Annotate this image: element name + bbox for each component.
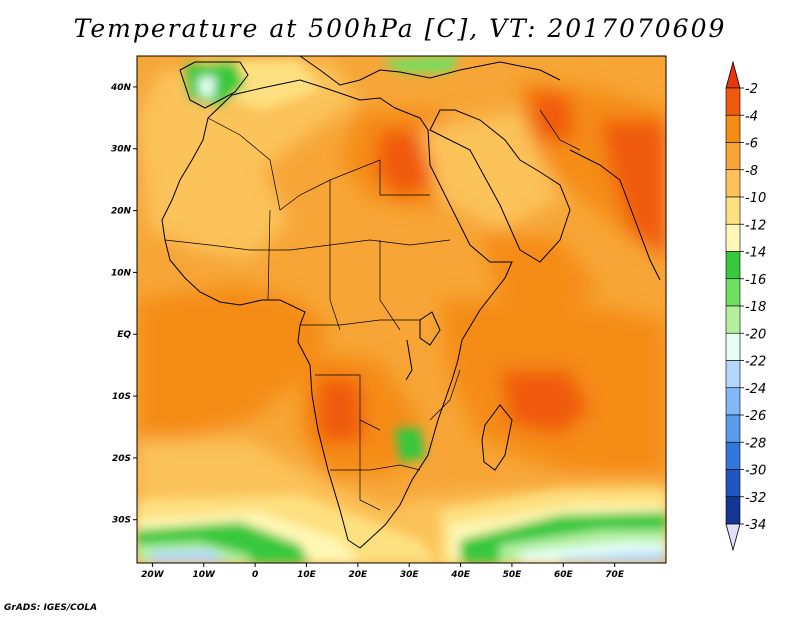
lat-tick-label: EQ xyxy=(117,330,131,340)
europe-coastline xyxy=(299,56,561,86)
border-equator xyxy=(300,319,420,326)
border-east xyxy=(429,369,461,421)
colorbar-swatch xyxy=(725,387,741,416)
colorbar-label: -4 xyxy=(745,109,758,124)
field-cool-sahara xyxy=(180,170,290,260)
map-title: Temperature at 500hPa [C], VT: 201707060… xyxy=(73,14,727,43)
madagascar-coastline xyxy=(481,404,513,471)
colorbar: -2 -4 -6 -8 -10 -12 -14 -16 -18 -20 -22 -24 -26 -28 -3… xyxy=(725,60,766,552)
map-frame xyxy=(136,55,667,564)
colorbar-swatch xyxy=(725,196,741,225)
colorbar-label: -34 xyxy=(745,518,766,533)
colorbar-label: -20 xyxy=(745,327,766,342)
colorbar-swatch xyxy=(725,169,741,198)
field-warm-atlantic xyxy=(137,285,330,440)
border-iran xyxy=(539,109,581,151)
field-hot-india xyxy=(600,120,666,260)
lon-tick-label: 10E xyxy=(297,570,317,580)
field-cool-arabia xyxy=(420,110,560,230)
africa-coastline xyxy=(161,79,513,549)
latitude-axis: 40N 30N 20N 10N EQ 10S 20S 30S xyxy=(110,83,137,526)
lon-tick-label: 30E xyxy=(400,570,420,580)
lon-tick-label: 10W xyxy=(193,570,217,580)
field-hot-indian-ocean xyxy=(500,370,590,435)
lon-tick-label: 0 xyxy=(252,570,258,580)
colorbar-swatch xyxy=(725,414,741,443)
field-green-zimbabwe xyxy=(395,428,425,462)
colorbar-swatch xyxy=(725,360,741,389)
colorbar-swatch xyxy=(725,223,741,252)
lat-tick-label: 10N xyxy=(111,268,132,278)
lon-tick-label: 40E xyxy=(450,570,471,580)
coastlines xyxy=(161,56,661,549)
colorbar-swatch xyxy=(725,332,741,361)
colorbar-label: -12 xyxy=(745,218,766,233)
colorbar-label: -26 xyxy=(745,409,766,424)
field-green-mediterranean xyxy=(380,56,460,72)
colorbar-label: -30 xyxy=(745,464,766,479)
lake-victoria xyxy=(419,311,441,346)
colorbar-label: -24 xyxy=(745,382,766,397)
border-west xyxy=(267,209,271,301)
colorbar-over-triangle xyxy=(725,60,741,89)
field-hot-angola xyxy=(315,375,365,445)
border-chad xyxy=(329,180,341,331)
colorbar-swatch xyxy=(725,114,741,143)
longitude-axis: 20W 10W 0 10E 20E 30E 40E 50E 60E 70E xyxy=(141,563,625,580)
colorbar-swatch xyxy=(725,469,741,498)
field-warm-horn xyxy=(480,230,600,310)
colorbar-swatch xyxy=(725,441,741,470)
border-namibia xyxy=(359,420,381,511)
colorbar-label: -10 xyxy=(745,191,766,206)
colorbar-label: -16 xyxy=(745,273,766,288)
colorbar-label: -14 xyxy=(745,246,766,261)
grads-credit: GrADS: IGES/COLA xyxy=(4,603,98,613)
lon-tick-label: 70E xyxy=(605,570,625,580)
iberia-coastline xyxy=(179,61,249,109)
lat-tick-label: 20N xyxy=(111,207,132,217)
field-hot-iran xyxy=(530,90,575,140)
lat-tick-label: 40N xyxy=(110,83,132,93)
country-borders xyxy=(164,109,581,511)
field-blue-southeast xyxy=(560,552,666,563)
border-angola xyxy=(315,374,381,431)
colorbar-swatch xyxy=(725,305,741,334)
lat-tick-label: 30S xyxy=(112,516,131,526)
field-hot-egypt xyxy=(375,130,440,200)
lat-tick-label: 20S xyxy=(112,454,131,464)
border-sudan xyxy=(379,240,401,331)
colorbar-swatch xyxy=(725,278,741,307)
colorbar-label: -2 xyxy=(745,82,758,97)
lon-tick-label: 50E xyxy=(503,570,523,580)
border-north xyxy=(207,117,430,211)
colorbar-label: -28 xyxy=(745,436,766,451)
lake-tanganyika xyxy=(405,339,413,381)
colorbar-swatch xyxy=(725,251,741,280)
colorbar-label: -6 xyxy=(745,137,758,152)
colorbar-swatch xyxy=(725,142,741,171)
lat-tick-label: 10S xyxy=(112,392,131,402)
lon-tick-label: 20W xyxy=(141,570,165,580)
colorbar-label: -22 xyxy=(745,355,766,370)
border-south xyxy=(330,464,421,471)
field-pale-iberia xyxy=(198,76,215,98)
colorbar-under-triangle xyxy=(725,523,741,552)
lat-tick-label: 30N xyxy=(111,145,132,155)
field-blue-southwest xyxy=(150,550,230,563)
colorbar-label: -8 xyxy=(745,164,758,179)
colorbar-swatch xyxy=(725,496,741,525)
colorbar-label: -32 xyxy=(745,491,766,506)
lon-tick-label: 60E xyxy=(554,570,574,580)
colorbar-swatch xyxy=(725,87,741,116)
border-sahel xyxy=(164,239,451,251)
india-coastline xyxy=(569,149,661,281)
temperature-field xyxy=(137,56,666,563)
arabia-coastline xyxy=(429,109,571,263)
lon-tick-label: 20E xyxy=(349,570,369,580)
colorbar-label: -18 xyxy=(745,300,766,315)
